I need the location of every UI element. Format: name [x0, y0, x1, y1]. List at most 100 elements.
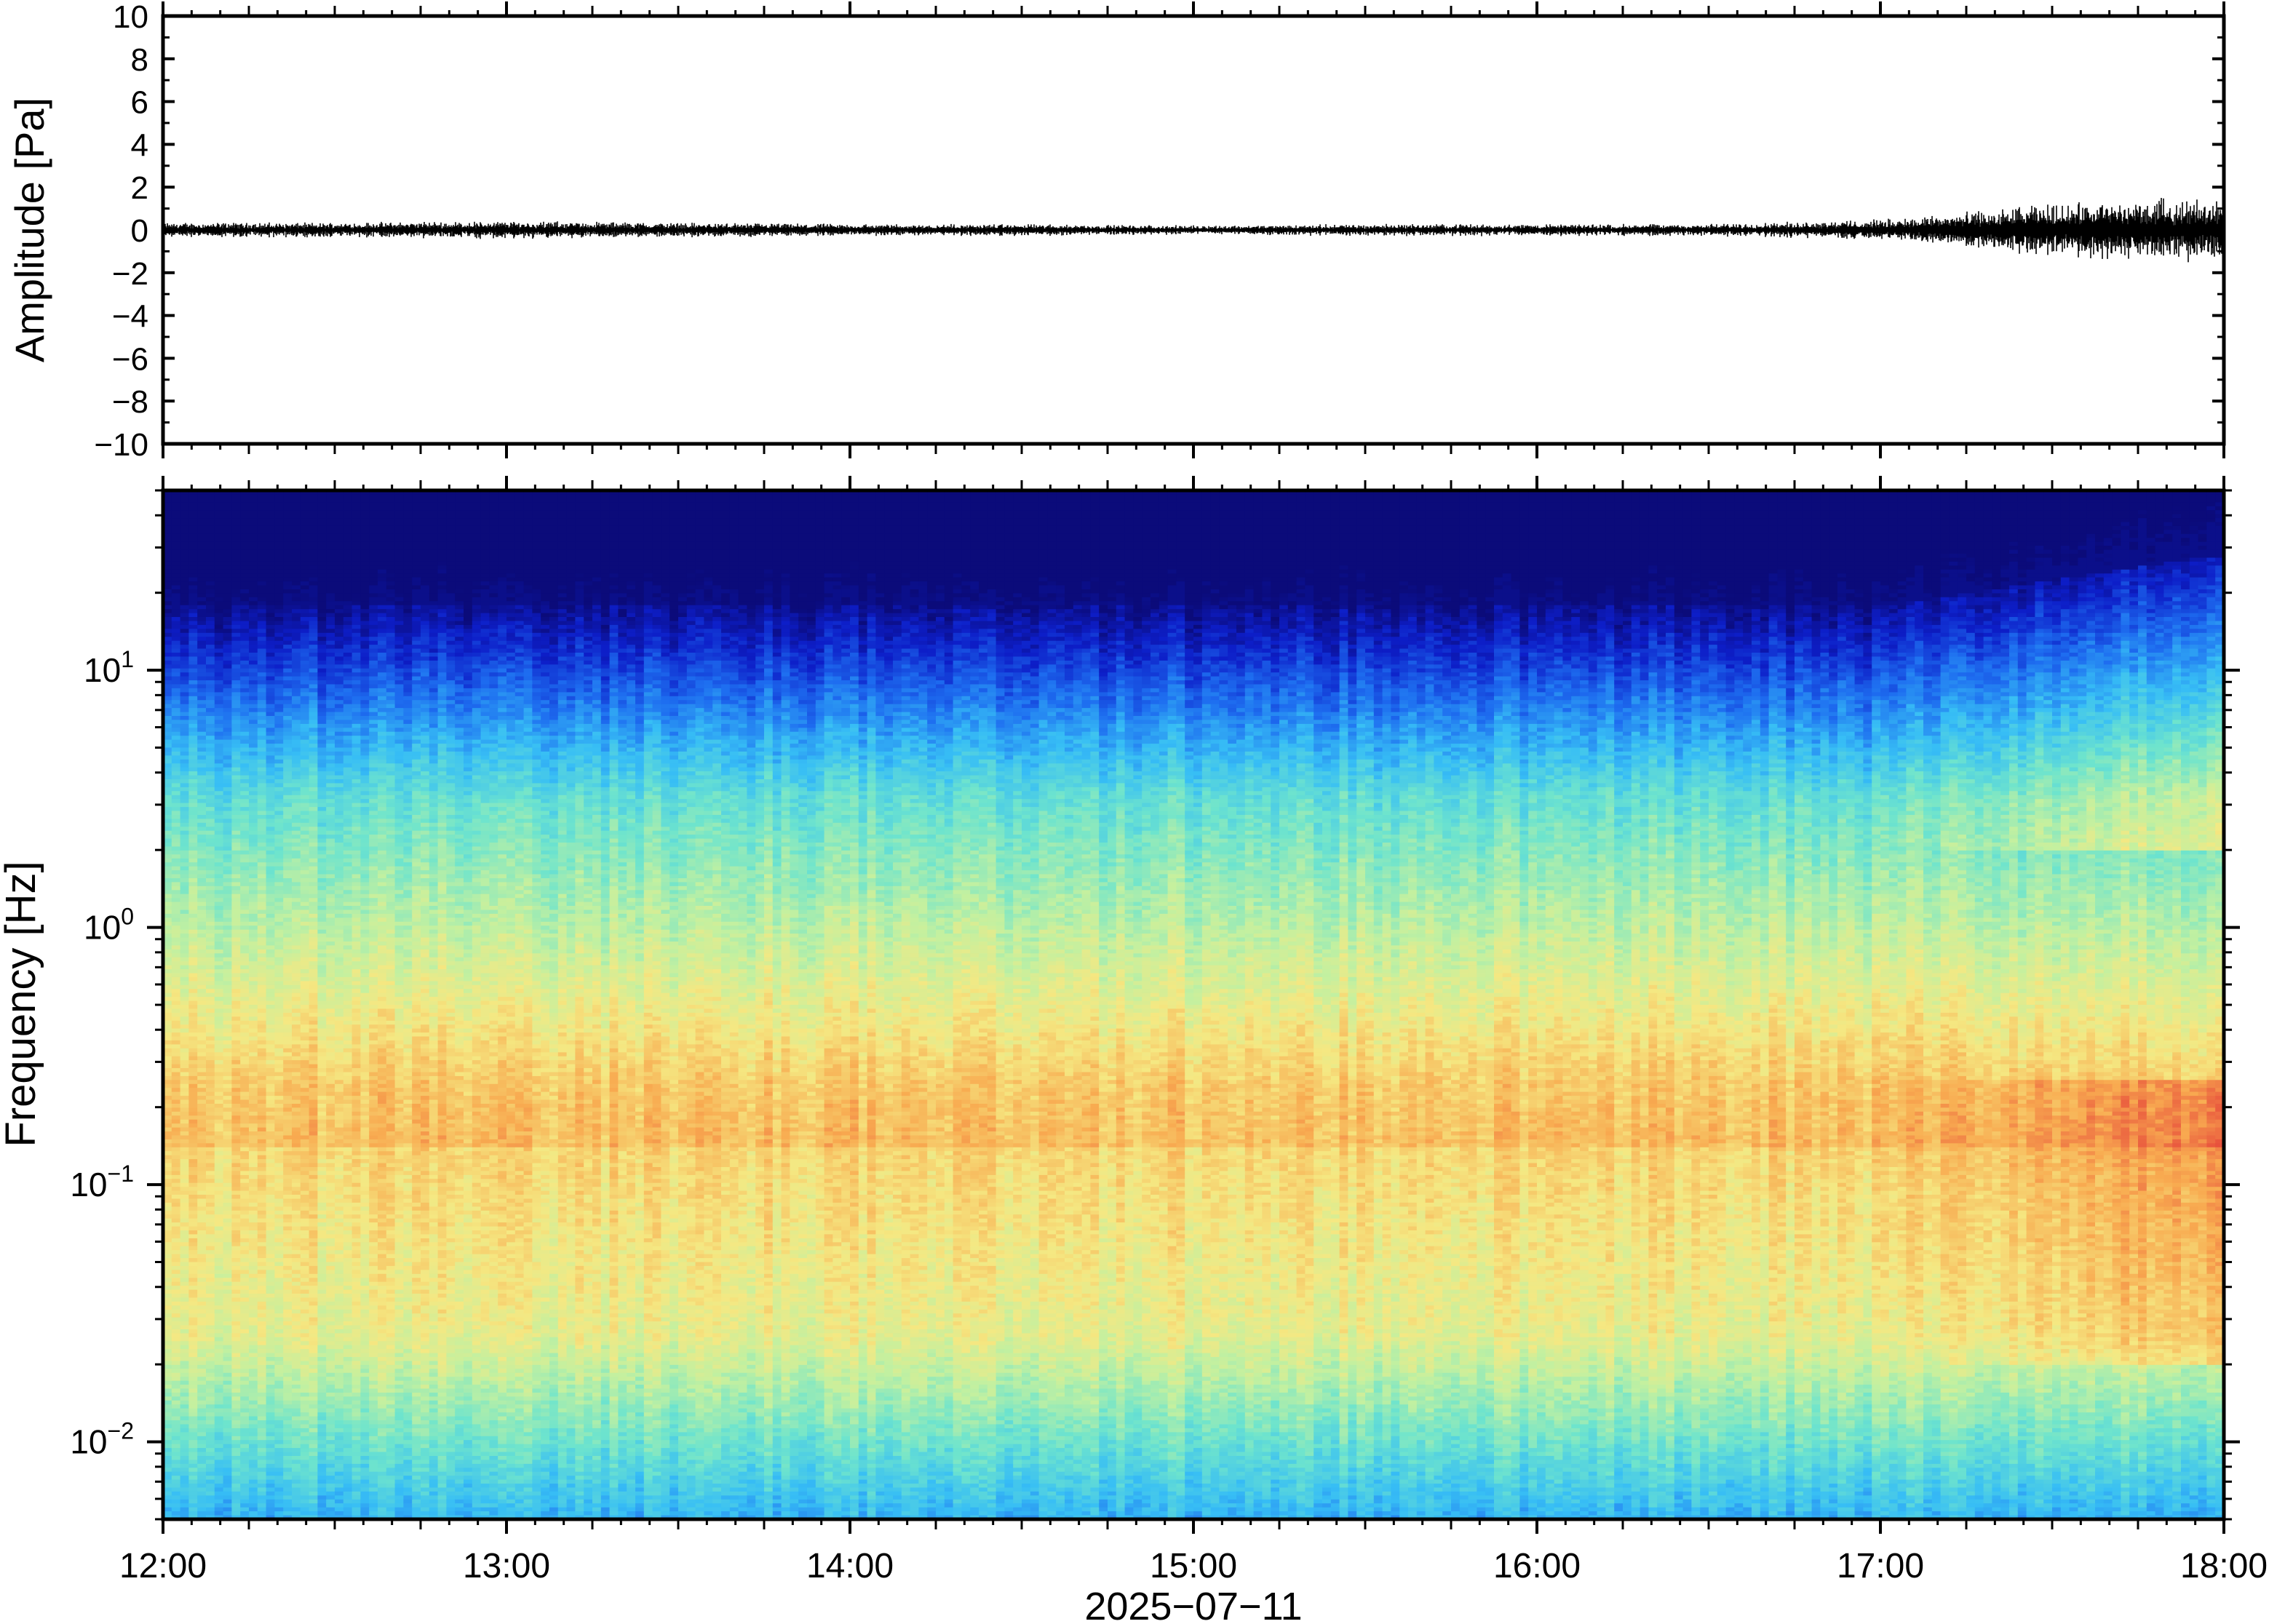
spectrogram-cell: [215, 1401, 223, 1405]
spectrogram-cell: [231, 661, 240, 665]
spectrogram-cell: [240, 581, 249, 586]
spectrogram-cell: [249, 728, 258, 732]
spectrogram-cell: [258, 1472, 266, 1476]
spectrogram-cell: [172, 1175, 180, 1179]
spectrogram-cell: [172, 1460, 180, 1464]
spectrogram-cell: [249, 1310, 258, 1314]
spectrogram-cell: [206, 847, 215, 851]
spectrogram-cell: [180, 1305, 189, 1310]
spectrogram-cell: [197, 1456, 206, 1460]
spectrogram-cell: [180, 692, 189, 696]
spectrogram-cell: [223, 649, 232, 653]
spectrogram-cell: [215, 1024, 223, 1029]
spectrogram-cell: [197, 1163, 206, 1168]
spectrogram-cell: [188, 1266, 197, 1270]
spectrogram-cell: [231, 1404, 240, 1409]
spectrogram-cell: [223, 744, 232, 748]
spectrogram-cell: [231, 633, 240, 637]
spectrogram-cell: [240, 570, 249, 574]
spectrogram-cell: [206, 1432, 215, 1436]
spectrogram-cell: [249, 835, 258, 839]
spectrogram-cell: [206, 1120, 215, 1124]
spectrogram-cell: [180, 1131, 189, 1136]
spectrogram-cell: [258, 1195, 266, 1199]
spectrogram-cell: [206, 1040, 215, 1045]
spectrogram-cell: [249, 969, 258, 974]
spectrogram-cell: [172, 811, 180, 816]
spectrogram-cell: [172, 688, 180, 693]
spectrogram-cell: [180, 1480, 189, 1484]
spectrogram-cell: [172, 854, 180, 859]
spectrogram-cell: [223, 878, 232, 883]
spectrogram-cell: [206, 894, 215, 899]
spectrogram-cell: [180, 823, 189, 827]
spectrogram-cell: [206, 1044, 215, 1048]
spectrogram-cell: [231, 752, 240, 756]
spectrogram-cell: [197, 1511, 206, 1516]
spectrogram-cell: [180, 1313, 189, 1318]
spectrogram-cell: [231, 997, 240, 1001]
spectrogram-cell: [188, 1151, 197, 1155]
spectrogram-cell: [172, 621, 180, 626]
spectrogram-cell: [258, 1329, 266, 1334]
spectrogram-cell: [258, 1456, 266, 1460]
spectrogram-cell: [223, 819, 232, 823]
spectrogram-cell: [180, 593, 189, 597]
spectrogram-cell: [223, 1290, 232, 1294]
spectrogram-cell: [188, 1313, 197, 1318]
spectrogram-cell: [258, 649, 266, 653]
spectrogram-cell: [223, 1286, 232, 1290]
spectrogram-cell: [215, 1147, 223, 1152]
spectrogram-cell: [180, 1084, 189, 1088]
spectrogram-cell: [180, 1234, 189, 1238]
spectrogram-cell: [231, 1286, 240, 1290]
spectrogram-cell: [206, 1179, 215, 1183]
spectrogram-cell: [215, 1155, 223, 1160]
spectrogram-cell: [206, 629, 215, 633]
spectrogram-cell: [215, 1417, 223, 1421]
spectrogram-cell: [180, 538, 189, 542]
spectrogram-cell: [223, 1056, 232, 1061]
spectrogram-cell: [215, 1393, 223, 1397]
spectrogram-cell: [172, 1409, 180, 1413]
spectrogram-cell: [172, 1203, 180, 1207]
spectrogram-cell: [249, 613, 258, 618]
spectrogram-cell: [258, 1123, 266, 1128]
spectrogram-cell: [249, 1417, 258, 1421]
spectrogram-cell: [240, 1096, 249, 1100]
spectrogram-cell: [188, 783, 197, 787]
spectrogram-cell: [249, 1349, 258, 1353]
spectrogram-cell: [240, 835, 249, 839]
spectrogram-cell: [180, 562, 189, 566]
spectrogram-cell: [249, 823, 258, 827]
spectrogram-cell: [249, 1393, 258, 1397]
spectrogram-cell: [206, 1377, 215, 1381]
spectrogram-cell: [231, 1456, 240, 1460]
spectrogram-cell: [231, 1452, 240, 1457]
spectrogram-cell: [172, 961, 180, 966]
spectrogram-cell: [249, 1219, 258, 1223]
spectrogram-cell: [249, 1175, 258, 1179]
spectrogram-cell: [188, 1420, 197, 1425]
spectrogram-cell: [223, 1432, 232, 1436]
spectrogram-cell: [215, 1104, 223, 1108]
spectrogram-cell: [231, 1112, 240, 1116]
spectrogram-cell: [249, 755, 258, 760]
spectrogram-cell: [172, 1171, 180, 1175]
spectrogram-cell: [180, 1321, 189, 1326]
spectrogram-cell: [180, 1254, 189, 1259]
spectrogram-cell: [215, 930, 223, 934]
spectrogram-cell: [172, 1302, 180, 1306]
spectrogram-cell: [240, 669, 249, 673]
spectrogram-cell: [223, 534, 232, 538]
spectrogram-cell: [231, 811, 240, 816]
spectrogram-cell: [231, 1128, 240, 1132]
spectrogram-cell: [231, 1270, 240, 1274]
spectrogram-cell: [258, 894, 266, 899]
spectrogram-cell: [180, 1290, 189, 1294]
spectrogram-cell: [206, 1143, 215, 1147]
spectrogram-cell: [206, 1100, 215, 1104]
spectrogram-cell: [215, 859, 223, 863]
spectrogram-cell: [249, 1060, 258, 1064]
spectrogram-cell: [223, 851, 232, 855]
